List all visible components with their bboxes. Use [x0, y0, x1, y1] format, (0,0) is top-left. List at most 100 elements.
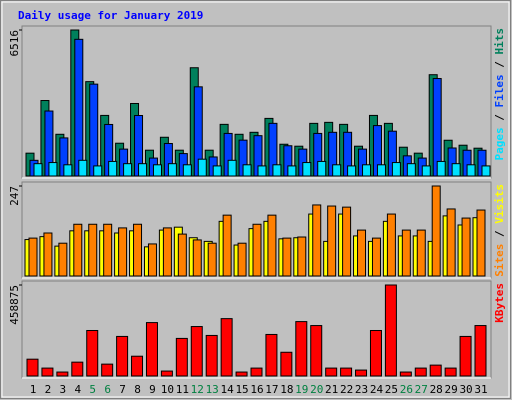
- bar: [327, 205, 337, 277]
- bar: [474, 325, 487, 377]
- panel: [21, 280, 492, 379]
- bar: [205, 334, 218, 377]
- bar: [421, 165, 431, 177]
- y-tick-label: 247: [8, 186, 21, 206]
- bar: [162, 227, 172, 277]
- bar: [272, 164, 282, 177]
- bar: [131, 355, 144, 377]
- x-tick-label: 17: [265, 383, 278, 396]
- bar: [414, 367, 427, 377]
- x-tick-label: 1: [30, 383, 37, 396]
- y-tick-label: 6516: [8, 30, 21, 57]
- bar: [237, 242, 247, 277]
- bar: [325, 367, 338, 377]
- x-tick-label: 29: [445, 383, 458, 396]
- bar: [222, 214, 232, 277]
- x-tick-label: 20: [310, 383, 323, 396]
- bar: [138, 163, 148, 177]
- bar: [446, 208, 456, 277]
- bar: [93, 165, 103, 177]
- bar: [108, 160, 118, 177]
- bar: [369, 329, 382, 377]
- x-tick-label: 24: [370, 383, 384, 396]
- x-tick-label: 14: [221, 383, 235, 396]
- bar: [297, 236, 307, 277]
- bar: [391, 162, 401, 177]
- bar: [257, 165, 267, 177]
- bar: [73, 223, 83, 277]
- bar: [347, 165, 357, 177]
- x-tick-label: 22: [340, 383, 353, 396]
- bar: [56, 371, 69, 377]
- bar: [332, 164, 342, 177]
- bar: [41, 367, 54, 377]
- bar: [175, 337, 188, 377]
- x-tick-label: 11: [176, 383, 189, 396]
- bar: [207, 242, 217, 277]
- x-tick-label: 19: [295, 383, 308, 396]
- x-tick-label: 23: [355, 383, 368, 396]
- x-tick-label: 27: [415, 383, 428, 396]
- bar: [190, 326, 203, 377]
- bar: [123, 163, 133, 177]
- bar: [342, 206, 352, 277]
- legend-entry: Hits: [493, 28, 506, 55]
- bar: [227, 159, 237, 177]
- bar: [476, 209, 486, 277]
- bar: [401, 229, 411, 277]
- x-tick-label: 8: [134, 383, 141, 396]
- bar: [28, 237, 38, 277]
- legend-entry: Files: [493, 74, 506, 107]
- bar: [265, 333, 278, 377]
- x-tick-label: 7: [119, 383, 126, 396]
- bar: [282, 237, 292, 277]
- legend-separator: /: [493, 224, 506, 244]
- x-tick-label: 10: [161, 383, 174, 396]
- bar: [74, 38, 84, 177]
- bar: [310, 325, 323, 377]
- bar: [384, 284, 397, 377]
- bar: [451, 163, 461, 177]
- bar: [376, 164, 386, 177]
- bar: [355, 369, 368, 377]
- bar: [459, 335, 472, 377]
- bar: [58, 242, 68, 277]
- bar: [386, 213, 396, 277]
- legend: Sites / Visits: [493, 184, 506, 277]
- bar: [431, 185, 441, 277]
- x-tick-label: 2: [45, 383, 52, 396]
- bar: [160, 370, 173, 377]
- bar: [312, 204, 322, 277]
- bar: [235, 371, 248, 377]
- bar: [33, 163, 43, 177]
- legend-separator: /: [493, 108, 506, 128]
- bar: [287, 165, 297, 177]
- bar: [145, 322, 158, 377]
- bar: [481, 165, 491, 177]
- bar: [48, 162, 58, 177]
- bar: [242, 164, 252, 177]
- x-tick-label: 26: [400, 383, 413, 396]
- bar: [399, 371, 412, 377]
- bar: [101, 363, 114, 377]
- x-tick-label: 13: [206, 383, 219, 396]
- x-tick-label: 3: [60, 383, 67, 396]
- bar: [429, 364, 442, 377]
- legend-entry: Visits: [493, 184, 506, 224]
- chart-title: Daily usage for January 2019: [18, 9, 203, 22]
- bar: [63, 164, 73, 177]
- bar: [78, 159, 88, 177]
- bar: [89, 83, 99, 177]
- x-tick-label: 9: [149, 383, 156, 396]
- bar: [26, 358, 39, 377]
- bar: [167, 163, 177, 177]
- bar: [416, 229, 426, 277]
- bar: [177, 233, 187, 277]
- bar: [267, 214, 277, 277]
- bar: [252, 223, 262, 277]
- bar: [362, 164, 372, 177]
- bar: [86, 329, 99, 377]
- bar: [152, 164, 162, 177]
